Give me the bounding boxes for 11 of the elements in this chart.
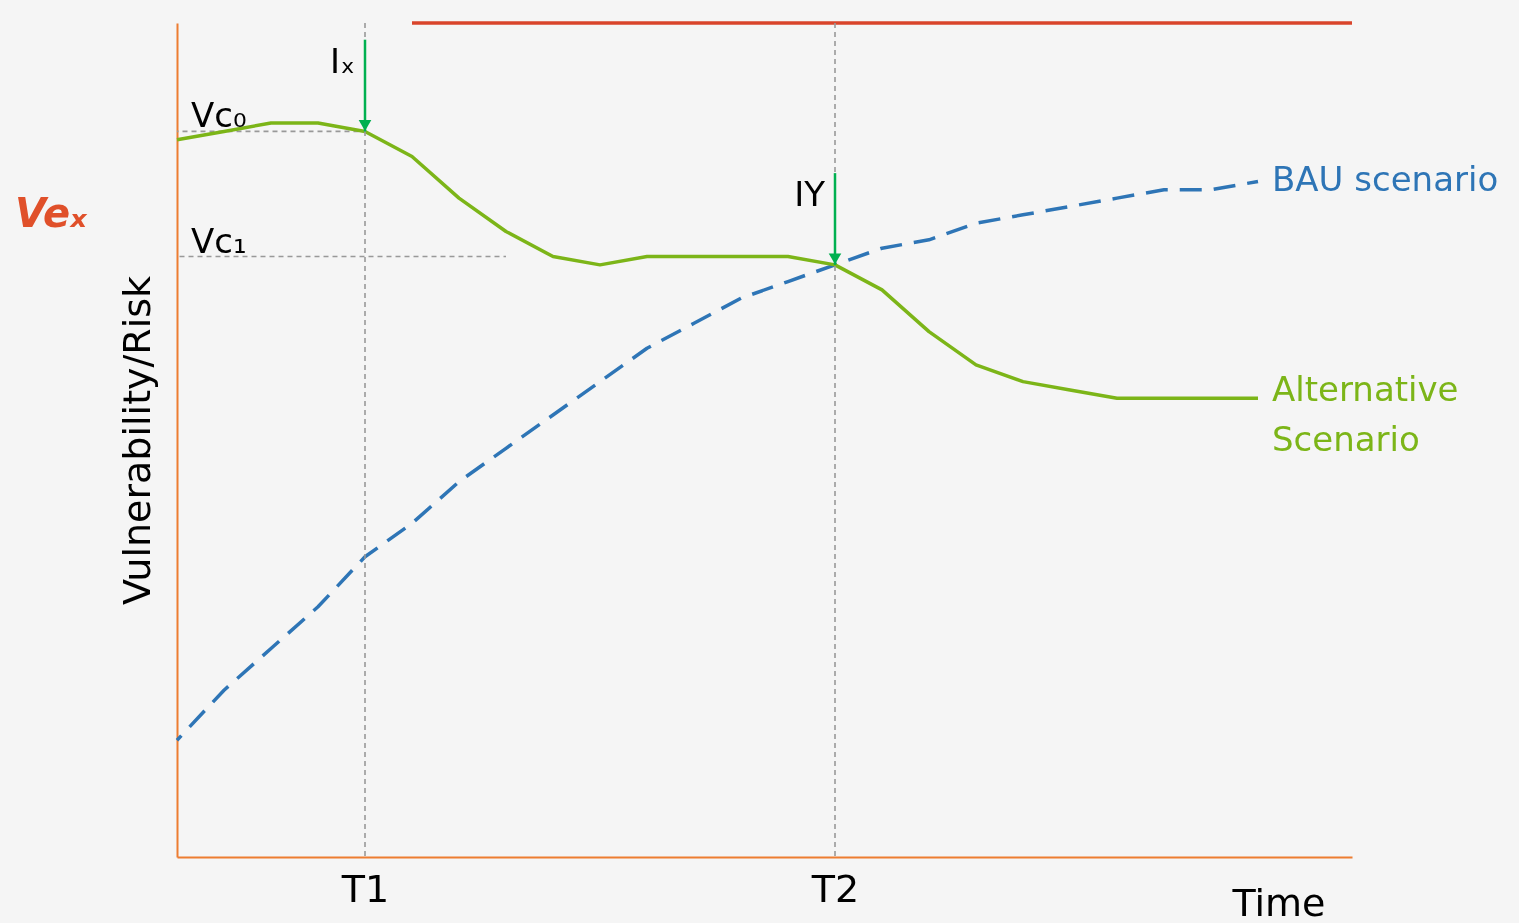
annotation: Vc₁ xyxy=(191,220,247,261)
x-tick-label: T1 xyxy=(340,866,390,911)
annotation: IY xyxy=(794,174,826,215)
x-tick-label: T2 xyxy=(810,866,860,911)
text: Veₓ xyxy=(15,190,89,236)
annotation: Vc₀ xyxy=(191,95,247,136)
series-label: BAU scenario xyxy=(1272,159,1499,200)
y-axis-title: Vulnerability/Risk xyxy=(114,275,159,606)
series-label: Alternative Scenario xyxy=(1272,369,1459,460)
x-axis-title: Time xyxy=(1231,880,1326,923)
annotation: Iₓ xyxy=(329,40,355,81)
